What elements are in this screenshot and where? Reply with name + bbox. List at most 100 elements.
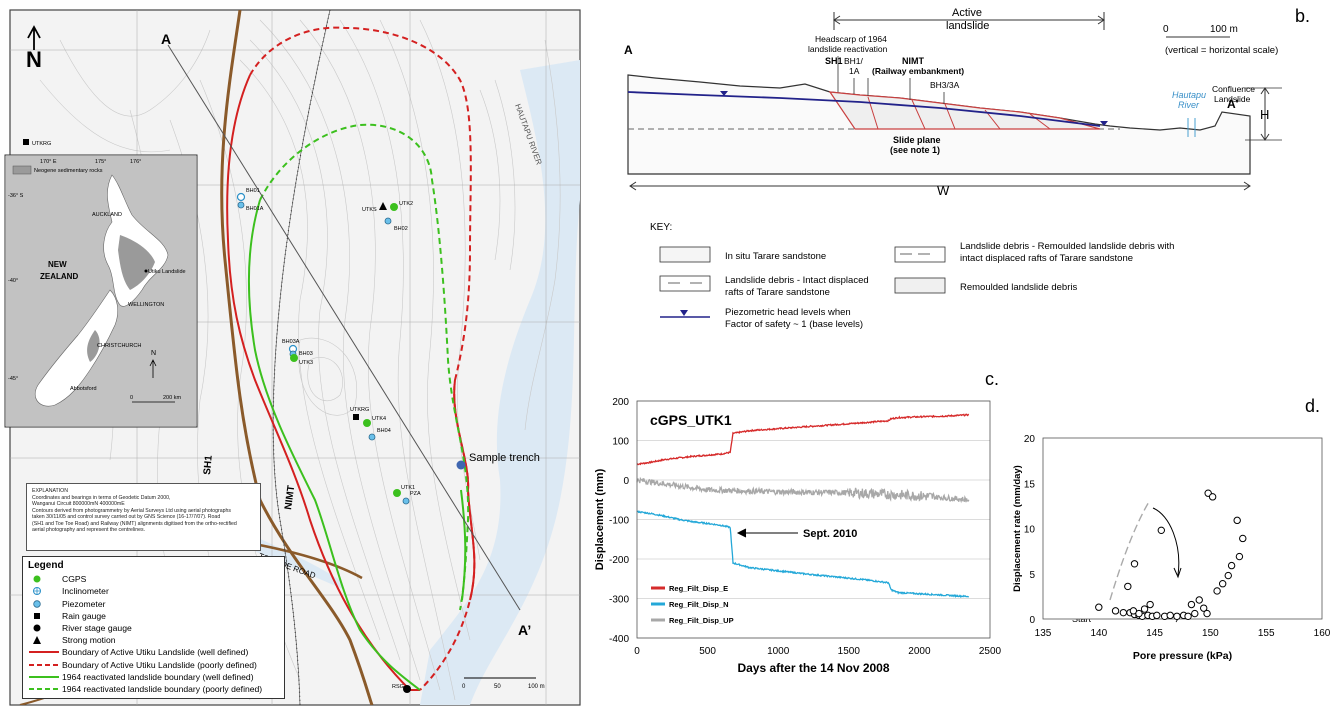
data-point <box>1166 611 1174 620</box>
chart-c-annotation: Sept. 2010 <box>803 528 857 540</box>
explanation-line-5: (SH1 and Toe Toe Road) and Railway (NIMT… <box>32 520 237 527</box>
piezometer-bh04 <box>368 433 376 441</box>
inset-utiku-dot <box>144 269 148 273</box>
explanation-line-1: Coordinates and bearings in terms of Geo… <box>32 494 171 501</box>
section-a-prime: A' <box>1227 97 1239 111</box>
data-point <box>1213 587 1221 595</box>
piezometer-bh02 <box>384 217 392 225</box>
label-leaders <box>837 56 945 104</box>
explanation-line-6: aerial photography and represent the cen… <box>32 527 146 533</box>
y-tick-label: 15 <box>1024 479 1036 490</box>
instruments <box>23 139 466 693</box>
south-island <box>34 289 119 407</box>
rain-gauge-utkrg <box>353 414 359 420</box>
nimt-section-label: NIMT <box>902 56 924 66</box>
y-tick-label: 0 <box>1029 615 1035 626</box>
nimt-section-sub: (Railway embankment) <box>872 66 964 76</box>
slide-plane-1: Slide plane <box>893 135 941 145</box>
x-tick-label: 1000 <box>767 646 790 657</box>
panel-c-label: c. <box>985 369 999 389</box>
legend-label: Reg_Filt_Disp_N <box>669 600 729 609</box>
legend-title: Legend <box>28 560 64 571</box>
inset-country-2: ZEALAND <box>40 272 78 281</box>
piezometric-symbol-2 <box>1100 121 1108 126</box>
y-tick-label: 20 <box>1024 434 1036 445</box>
active-landslide-2: landslide <box>946 20 989 32</box>
inclinometer-bh01 <box>236 192 246 202</box>
x-tick-label: 160 <box>1314 628 1331 639</box>
utks-label: UTKS <box>362 207 377 213</box>
utk4-label: UTK4 <box>372 416 386 422</box>
hysteresis-rising-limb <box>1109 499 1151 601</box>
data-point <box>1129 607 1138 615</box>
sample-trench-label: Sample trench <box>469 452 540 464</box>
panel-d-label: d. <box>1305 396 1320 416</box>
legend-label: Reg_Filt_Disp_E <box>669 584 728 593</box>
inset-north: N <box>151 350 156 357</box>
bh1-label-1: BH1/ <box>844 56 864 66</box>
data-point <box>1239 534 1247 543</box>
ground-profile <box>627 74 1251 175</box>
section-scale-note: (vertical = horizontal scale) <box>1165 45 1278 56</box>
data-point <box>1208 493 1217 501</box>
neogene-rocks-si <box>87 330 100 362</box>
data-point <box>1157 526 1165 535</box>
legend-item-active-poorly: Boundary of Active Utiku Landslide (poor… <box>29 659 257 670</box>
bh03a-label: BH03A <box>282 339 300 345</box>
data-point <box>1140 605 1149 613</box>
map-scale-50: 50 <box>494 684 501 690</box>
y-tick-label: 0 <box>623 476 629 487</box>
data-point <box>1191 609 1199 618</box>
inset-utiku: Utiku Landslide <box>148 269 186 275</box>
end-leader <box>1175 611 1183 623</box>
plot-frame <box>636 400 991 639</box>
inset-lat-2: -40° <box>8 278 18 284</box>
data-point <box>1135 611 1143 620</box>
data-point <box>1200 604 1208 612</box>
key-piezo-1: Piezometric head levels when <box>725 307 851 318</box>
series-line-Reg_Filt_Disp_N <box>636 510 970 599</box>
key-swatch-remoulded-rafts <box>894 246 946 263</box>
inset-auckland: AUCKLAND <box>92 212 122 218</box>
active-boundary-poorly-defined <box>249 26 476 691</box>
y-tick-label: 200 <box>612 397 629 408</box>
piezometer-bh01a <box>237 201 245 209</box>
x-tick-label: 150 <box>1202 628 1219 639</box>
river-label-2: River <box>1178 100 1200 110</box>
key-piezo-symbol <box>680 310 688 316</box>
inset-lat-3: -45° <box>8 376 18 382</box>
data-point <box>1138 612 1147 620</box>
data-point <box>1195 596 1203 604</box>
key-intact-2: rafts of Tarare sandstone <box>725 287 830 298</box>
data-point <box>1126 608 1134 617</box>
data-point <box>1095 603 1103 611</box>
cgps-utk1 <box>393 489 401 497</box>
north-arrow-icon <box>27 25 41 50</box>
x-axis-label: Days after the 14 Nov 2008 <box>737 661 889 675</box>
data-point <box>1124 582 1132 591</box>
inset-lon-2: 175° <box>95 159 106 165</box>
sh1-label: SH1 <box>202 454 215 475</box>
key-insitu: In situ Tarare sandstone <box>725 251 826 262</box>
inset-lon-3: 176° <box>130 159 141 165</box>
bh04-label: BH04 <box>377 428 391 434</box>
start-leader <box>1095 603 1104 618</box>
utkrg-top-label: UTKRG <box>32 141 51 147</box>
reactivated-boundary-east <box>460 489 467 601</box>
section-line <box>167 44 521 611</box>
x-tick-label: 135 <box>1035 628 1052 639</box>
bh02-label: BH02 <box>394 226 408 232</box>
y-tick-label: 100 <box>612 437 629 448</box>
chart-c-station: cGPS_UTK1 <box>650 412 732 428</box>
explanation-line-3: Contours derived from photogrammetry by … <box>32 507 231 514</box>
data-point <box>1153 611 1161 620</box>
x-tick-label: 500 <box>699 646 716 657</box>
neogene-rocks-ni <box>118 235 155 290</box>
sh1-road <box>220 10 374 705</box>
x-axis-label: Pore pressure (kPa) <box>1133 650 1232 662</box>
hysteresis-arrow-down <box>1152 507 1180 576</box>
sh1-section-label: SH1 <box>825 56 843 66</box>
y-tick-label: -200 <box>609 555 629 566</box>
legend-item-strong-motion: Strong motion <box>28 634 279 646</box>
headscarp-2: landslide reactivation <box>808 44 888 54</box>
